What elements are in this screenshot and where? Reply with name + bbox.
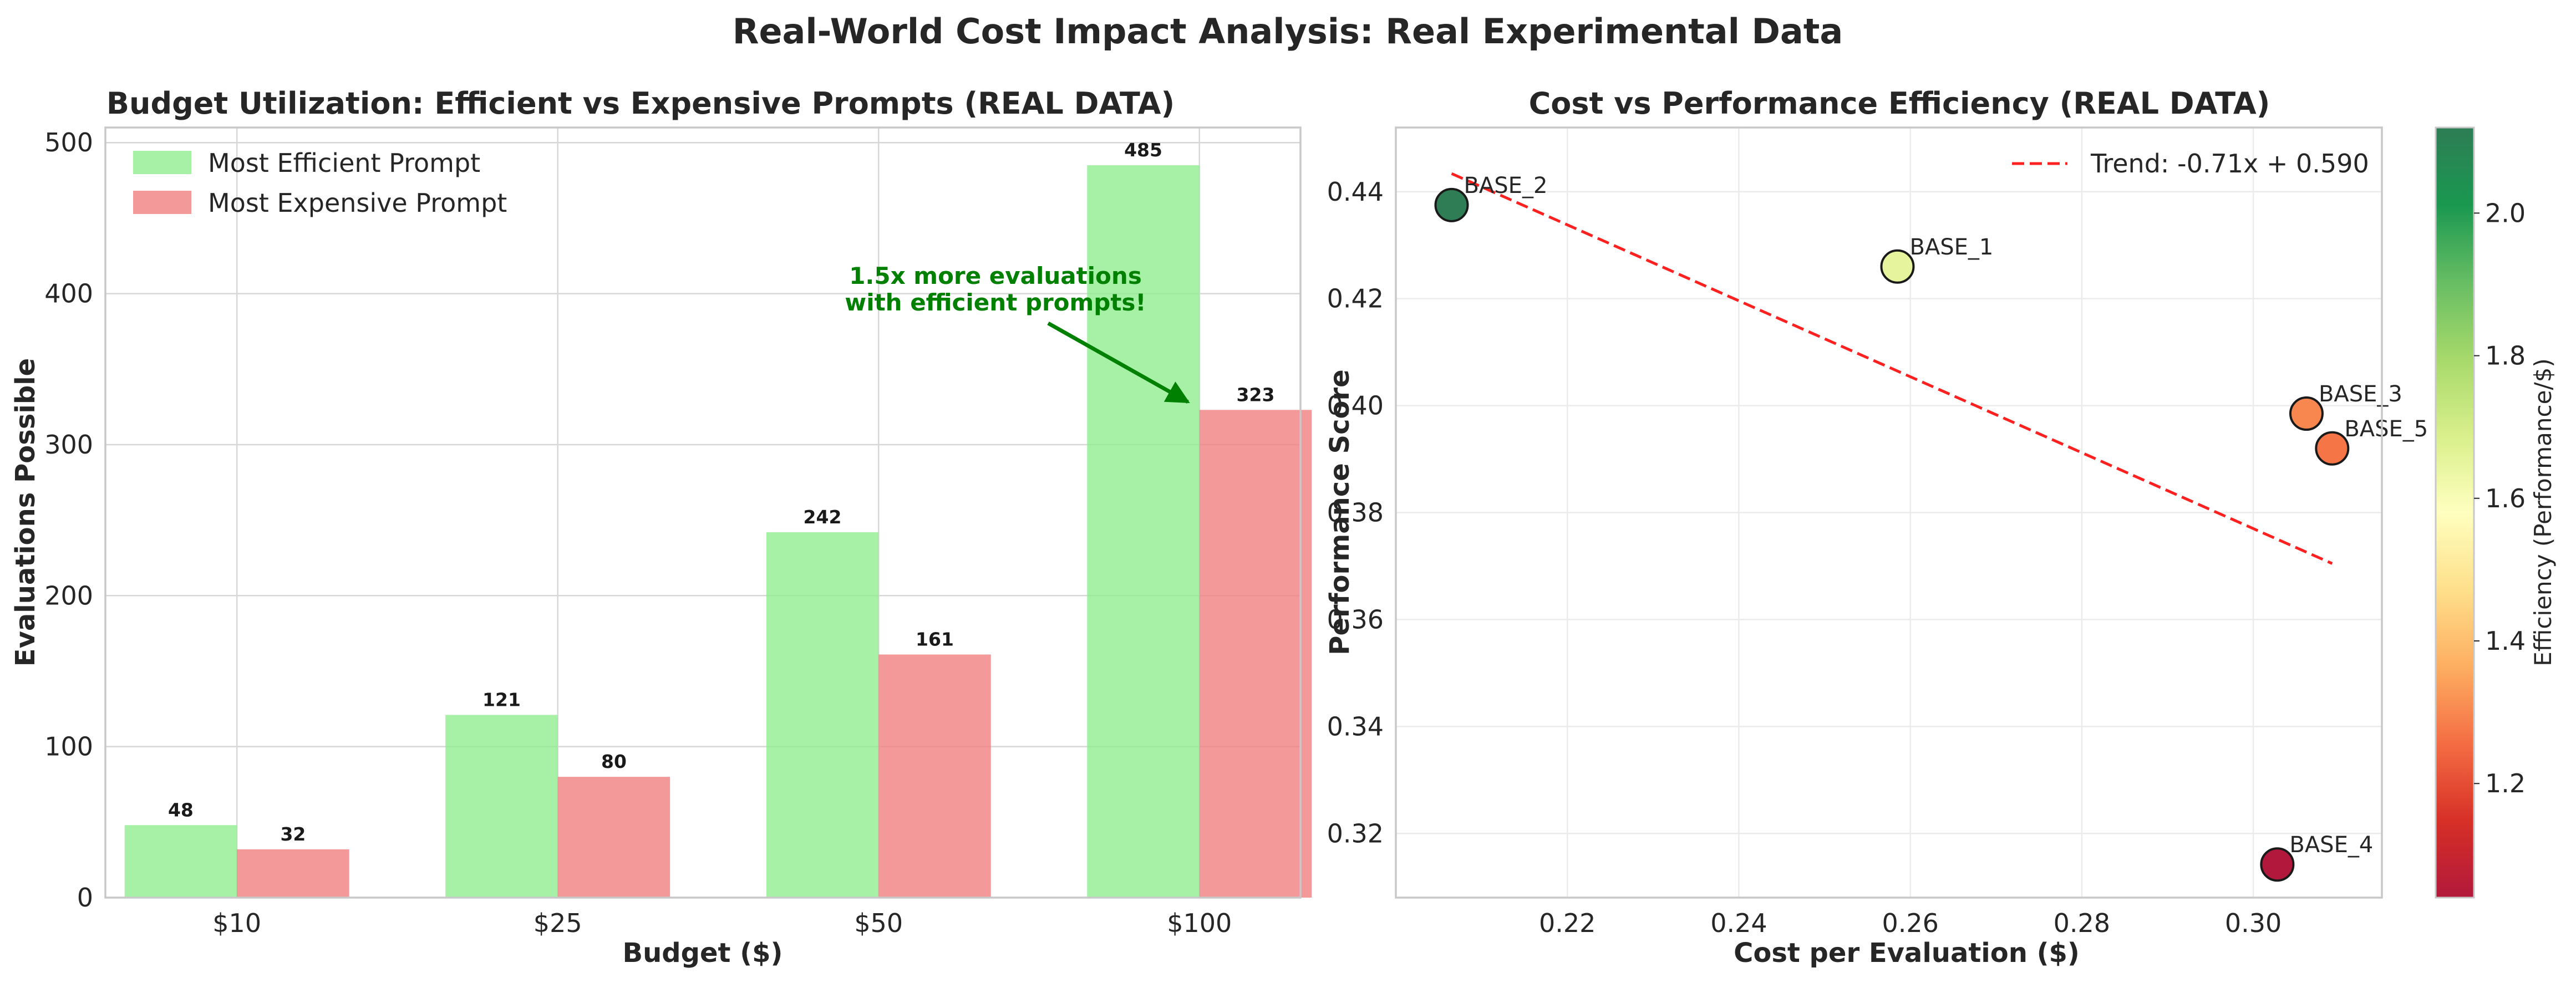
bar-efficient [124,825,237,898]
bar-chart-y-ticks: 0 100 200 300 400 500 [44,128,93,913]
scatter-y-tick-label: 0.36 [1327,604,1384,634]
scatter-y-tick-label: 0.32 [1327,818,1384,848]
scatter-chart-point-labels: BASE_2 BASE_1 BASE_3 BASE_5 BASE_4 [1464,173,2428,858]
scatter-chart-panel: Cost vs Performance Efficiency (REAL DAT… [1324,86,2557,969]
scatter-chart-points [1434,187,2350,882]
scatter-chart-y-ticks: 0.32 0.34 0.36 0.38 0.40 0.42 0.44 [1327,177,1384,849]
legend-label-expensive: Most Expensive Prompt [208,188,507,218]
scatter-point-label: BASE_4 [2289,832,2373,858]
bar-value-label: 485 [1124,139,1162,161]
bar-value-label: 32 [280,823,306,845]
bar-efficient [766,532,879,898]
scatter-y-tick-label: 0.40 [1327,391,1384,421]
scatter-chart-title: Cost vs Performance Efficiency (REAL DAT… [1529,86,2270,121]
colorbar-label: Efficiency (Performance/$) [2529,358,2557,666]
bar-chart-y-axis-label: Evaluations Possible [10,358,41,666]
bar-expensive [878,654,991,898]
colorbar-tick-label: 1.8 [2485,341,2526,371]
bar-chart-title: Budget Utilization: Efficient vs Expensi… [106,86,1175,121]
bar-efficient [445,715,558,898]
bar-x-tick-label: $50 [854,908,903,938]
scatter-point-label: BASE_2 [1464,173,1547,198]
legend-swatch-efficient [133,151,191,174]
scatter-point-label: BASE_1 [1909,235,1993,260]
scatter-y-tick-label: 0.44 [1327,177,1384,207]
colorbar: 1.2 1.4 1.6 1.8 2.0 Efficiency (Performance/… [2435,126,2557,899]
scatter-x-tick-label: 0.22 [1539,908,1596,938]
scatter-x-tick-label: 0.24 [1710,908,1767,938]
bar-chart-value-labels: 48 121 242 485 32 80 161 323 [168,139,1274,845]
scatter-point [2315,431,2350,466]
scatter-chart-x-axis-label: Cost per Evaluation ($) [1734,938,2080,969]
trend-line [1451,172,2333,565]
bar-chart-panel: Budget Utilization: Efficient vs Expensi… [10,86,1312,969]
scatter-point [1434,187,1469,222]
bar-value-label: 80 [601,751,627,772]
scatter-chart-grid [1396,128,2382,898]
bar-expensive [1199,410,1312,898]
scatter-chart-x-ticks: 0.22 0.24 0.26 0.28 0.30 [1539,908,2282,938]
colorbar-tick-label: 1.2 [2485,768,2526,798]
bar-value-label: 121 [482,689,521,710]
bar-y-tick-label: 400 [44,279,93,309]
legend-label-trend: Trend: -0.71x + 0.590 [2090,149,2369,179]
scatter-chart-frame [1395,126,2383,899]
scatter-point [2289,396,2324,431]
bar-chart-x-ticks: $10 $25 $50 $100 [212,908,1232,938]
bar-x-tick-label: $25 [534,908,582,938]
scatter-x-tick-label: 0.30 [2225,908,2282,938]
bar-y-tick-label: 500 [44,128,93,157]
bar-y-tick-label: 200 [44,580,93,610]
scatter-x-tick-label: 0.26 [1882,908,1938,938]
bar-chart-x-axis-label: Budget ($) [623,938,783,969]
scatter-point-label: BASE_3 [2319,381,2402,407]
figure-title: Real-World Cost Impact Analysis: Real Ex… [733,11,1843,52]
legend-swatch-expensive [133,191,191,214]
scatter-point [1880,249,1915,284]
colorbar-ticks: 1.2 1.4 1.6 1.8 2.0 [2474,198,2526,798]
scatter-x-tick-label: 0.28 [2054,908,2110,938]
bar-expensive [237,849,349,898]
scatter-point [2260,847,2295,882]
scatter-y-tick-label: 0.38 [1327,498,1384,528]
annotation-arrow [1047,321,1190,404]
scatter-chart-legend: Trend: -0.71x + 0.590 [2012,149,2369,179]
bar-value-label: 323 [1237,384,1275,405]
bar-chart-annotation: 1.5x more evaluations with efficient pro… [845,262,1190,404]
bar-x-tick-label: $10 [212,908,261,938]
colorbar-tick-label: 1.4 [2485,626,2526,656]
bar-y-tick-label: 100 [44,732,93,762]
colorbar-tick-label: 2.0 [2485,198,2526,228]
bar-y-tick-label: 300 [44,430,93,460]
bar-value-label: 242 [804,506,842,528]
legend-label-efficient: Most Efficient Prompt [208,148,480,178]
bar-value-label: 161 [916,629,954,650]
colorbar-gradient [2435,126,2475,899]
bar-value-label: 48 [168,799,194,821]
annotation-line-2: with efficient prompts! [845,289,1146,316]
scatter-y-tick-label: 0.34 [1327,711,1384,741]
bar-chart-bars [124,165,1312,898]
bar-expensive [557,777,670,898]
scatter-y-tick-label: 0.42 [1327,284,1384,314]
bar-y-tick-label: 0 [77,883,93,913]
bar-x-tick-label: $100 [1167,908,1232,938]
scatter-point-label: BASE_5 [2344,416,2428,442]
bar-chart-legend: Most Efficient Prompt Most Expensive Pro… [133,148,507,218]
annotation-line-1: 1.5x more evaluations [849,262,1142,289]
bar-efficient [1087,165,1200,898]
bar-chart-frame [104,126,1302,899]
colorbar-tick-label: 1.6 [2485,483,2526,513]
scatter-chart-y-axis-label: Performance Score [1324,369,1355,655]
